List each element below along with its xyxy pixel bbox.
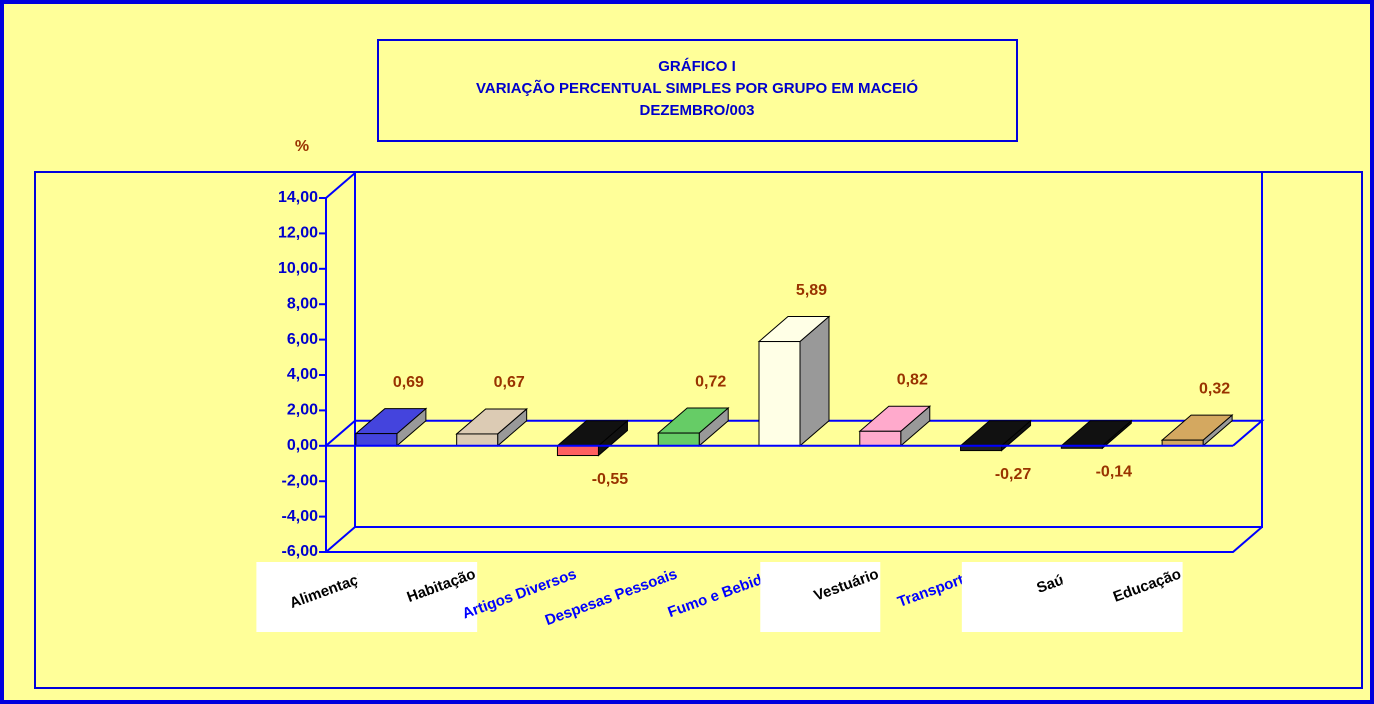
label-background [1062,562,1183,632]
chart-title: GRÁFICO I [658,58,736,75]
y-axis-label: % [295,138,309,155]
label-background [961,562,1082,632]
y-tick-label: 8,00 [287,295,318,312]
value-label: 0,72 [695,373,726,390]
floor-edge [325,526,356,553]
bar-front [355,433,398,447]
bar [757,315,831,447]
chart-title: DEZEMBRO/003 [639,102,754,119]
y-tick-label: 14,00 [278,189,318,206]
y-tick-label: -4,00 [282,508,319,525]
title-box [377,39,1018,142]
plot-frame [34,171,1363,689]
bar-front [758,341,801,447]
value-label: 0,67 [494,374,525,391]
value-label: 0,82 [897,372,928,389]
bar-front [859,430,902,447]
bar [1059,419,1133,450]
y-tick-label: 6,00 [287,331,318,348]
label-background [760,562,881,632]
value-label: 0,69 [393,374,424,391]
y-tick-label: 0,00 [287,437,318,454]
y-tick-label: 2,00 [287,402,318,419]
bar-front [657,432,700,447]
bar [858,405,932,447]
bar-front [456,433,499,447]
bar [1160,414,1234,447]
floor [326,526,1263,553]
y-tick-label: 4,00 [287,366,318,383]
label-background [357,562,478,632]
y-tick-label: -6,00 [282,543,319,560]
bar [556,419,629,457]
bar [959,419,1032,452]
bar [455,407,529,447]
bar [354,407,428,447]
label-background [256,562,377,632]
value-label: -0,55 [592,471,629,488]
chart-title: VARIAÇÃO PERCENTUAL SIMPLES POR GRUPO EM… [476,79,918,97]
bar [656,406,730,447]
value-label: 0,32 [1199,380,1230,397]
y-tick-label: 10,00 [278,260,318,277]
value-label: -0,14 [1096,463,1133,480]
bar-front [556,445,599,457]
value-label: 5,89 [796,282,827,299]
y-tick-label: 12,00 [278,225,318,242]
value-label: -0,27 [995,466,1032,483]
y-tick-label: -2,00 [282,472,319,489]
